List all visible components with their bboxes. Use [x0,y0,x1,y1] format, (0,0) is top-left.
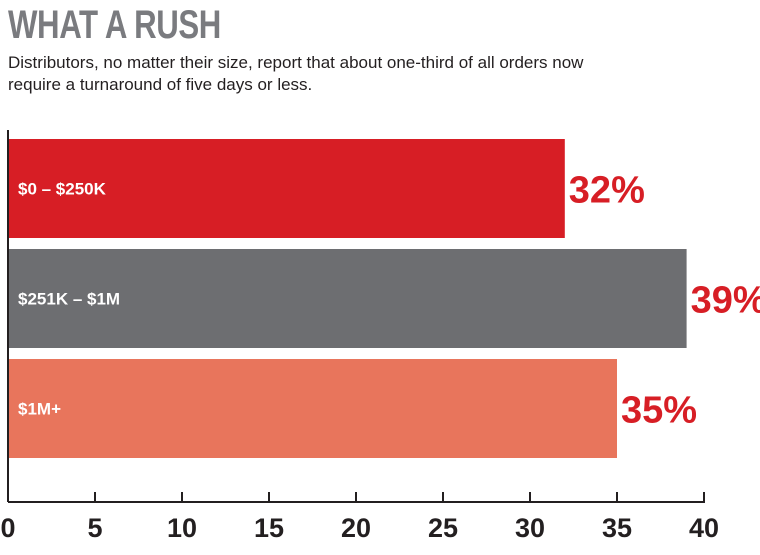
x-tick-label-5: 25 [428,513,458,543]
bar-1 [8,249,687,348]
bar-2 [8,359,617,458]
category-label-0: $0 – $250K [18,180,107,199]
value-label-0: 32% [569,170,645,212]
x-tick-label-6: 30 [515,513,545,543]
x-tick-label-2: 10 [167,513,197,543]
category-label-2: $1M+ [18,400,61,419]
value-label-1: 39% [691,280,760,322]
chart-title: WHAT A RUSH [8,3,221,47]
x-tick-label-1: 5 [87,513,102,543]
chart-subtitle: Distributors, no matter their size, repo… [8,53,584,94]
x-tick-label-7: 35 [602,513,632,543]
x-tick-label-4: 20 [341,513,371,543]
bar-0 [8,139,565,238]
x-tick-label-3: 15 [254,513,284,543]
category-label-1: $251K – $1M [18,290,120,309]
value-label-2: 35% [621,390,697,432]
x-tick-label-0: 0 [0,513,15,543]
x-tick-label-8: 40 [689,513,719,543]
